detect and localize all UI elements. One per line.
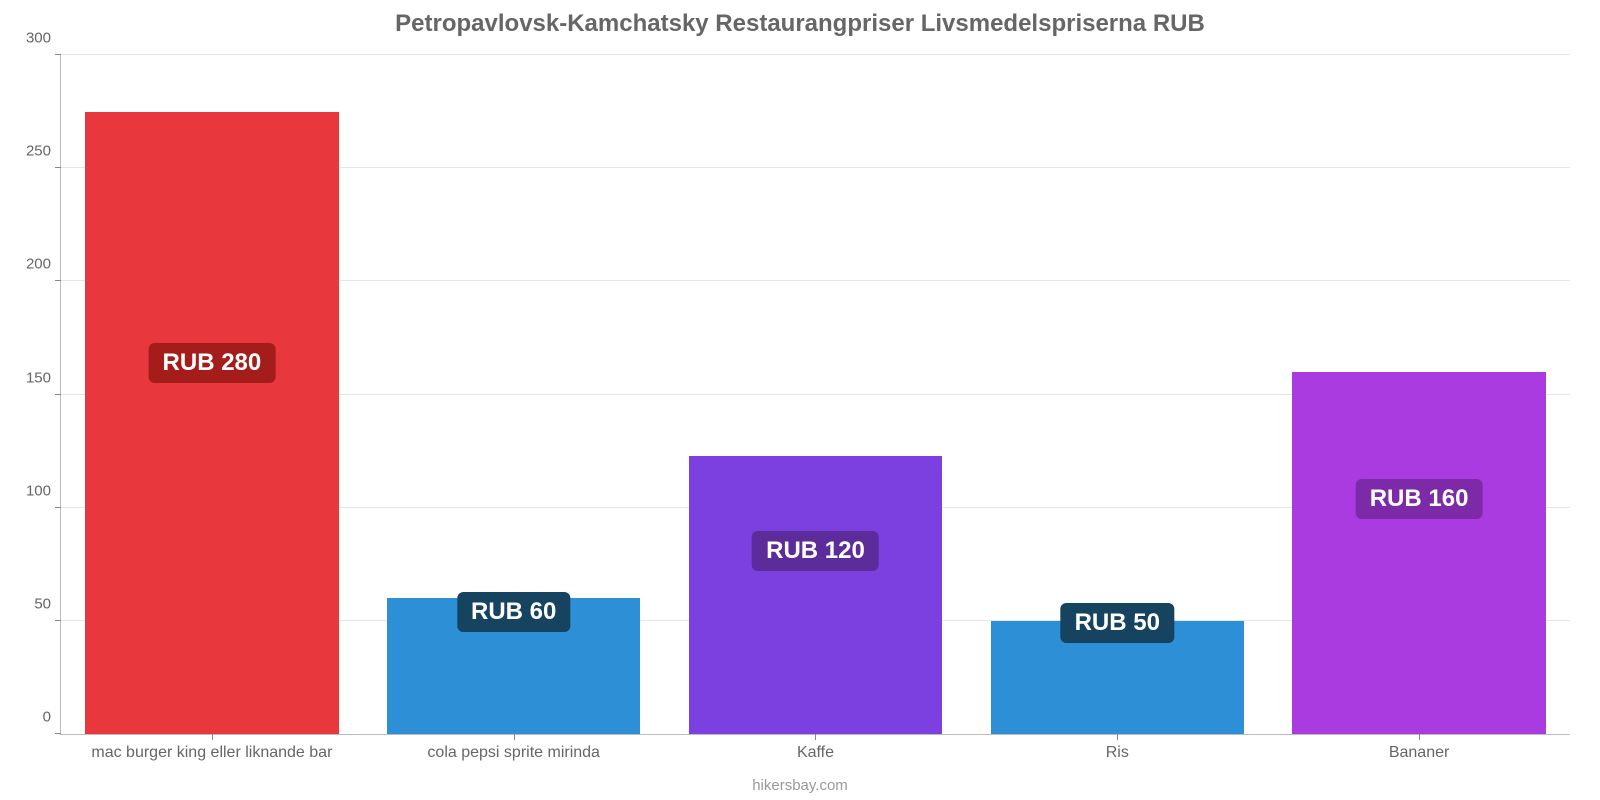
ytick-mark	[55, 620, 61, 621]
xtick-label: mac burger king eller liknande bar	[91, 734, 332, 762]
bar	[689, 456, 943, 734]
ytick-label: 200	[26, 256, 61, 273]
ytick-label: 150	[26, 369, 61, 386]
bar-slot: RUB 280mac burger king eller liknande ba…	[61, 55, 363, 734]
attribution-text: hikersbay.com	[0, 777, 1600, 794]
plot-area: RUB 280mac burger king eller liknande ba…	[60, 55, 1570, 735]
bar-slot: RUB 120Kaffe	[665, 55, 967, 734]
xtick-label: Kaffe	[797, 734, 834, 762]
value-badge: RUB 60	[457, 592, 570, 632]
ytick-mark	[55, 733, 61, 734]
bars-row: RUB 280mac burger king eller liknande ba…	[61, 55, 1570, 734]
value-badge: RUB 160	[1356, 479, 1483, 519]
chart-title: Petropavlovsk-Kamchatsky Restaurangprise…	[0, 10, 1600, 38]
ytick-mark	[55, 394, 61, 395]
value-badge: RUB 120	[752, 531, 879, 571]
ytick-label: 250	[26, 143, 61, 160]
ytick-mark	[55, 507, 61, 508]
xtick-label: Bananer	[1389, 734, 1450, 762]
ytick-label: 0	[43, 709, 61, 726]
price-bar-chart: Petropavlovsk-Kamchatsky Restaurangprise…	[0, 0, 1600, 800]
ytick-label: 300	[26, 30, 61, 47]
bar-slot: RUB 60cola pepsi sprite mirinda	[363, 55, 665, 734]
xtick-label: cola pepsi sprite mirinda	[427, 734, 600, 762]
ytick-mark	[55, 167, 61, 168]
bar	[1292, 372, 1546, 734]
xtick-label: Ris	[1106, 734, 1129, 762]
value-badge: RUB 280	[149, 343, 276, 383]
bar-slot: RUB 160Bananer	[1268, 55, 1570, 734]
ytick-label: 50	[34, 595, 61, 612]
ytick-mark	[55, 54, 61, 55]
bar-slot: RUB 50Ris	[966, 55, 1268, 734]
value-badge: RUB 50	[1061, 603, 1174, 643]
bar	[85, 112, 339, 734]
ytick-label: 100	[26, 482, 61, 499]
ytick-mark	[55, 280, 61, 281]
